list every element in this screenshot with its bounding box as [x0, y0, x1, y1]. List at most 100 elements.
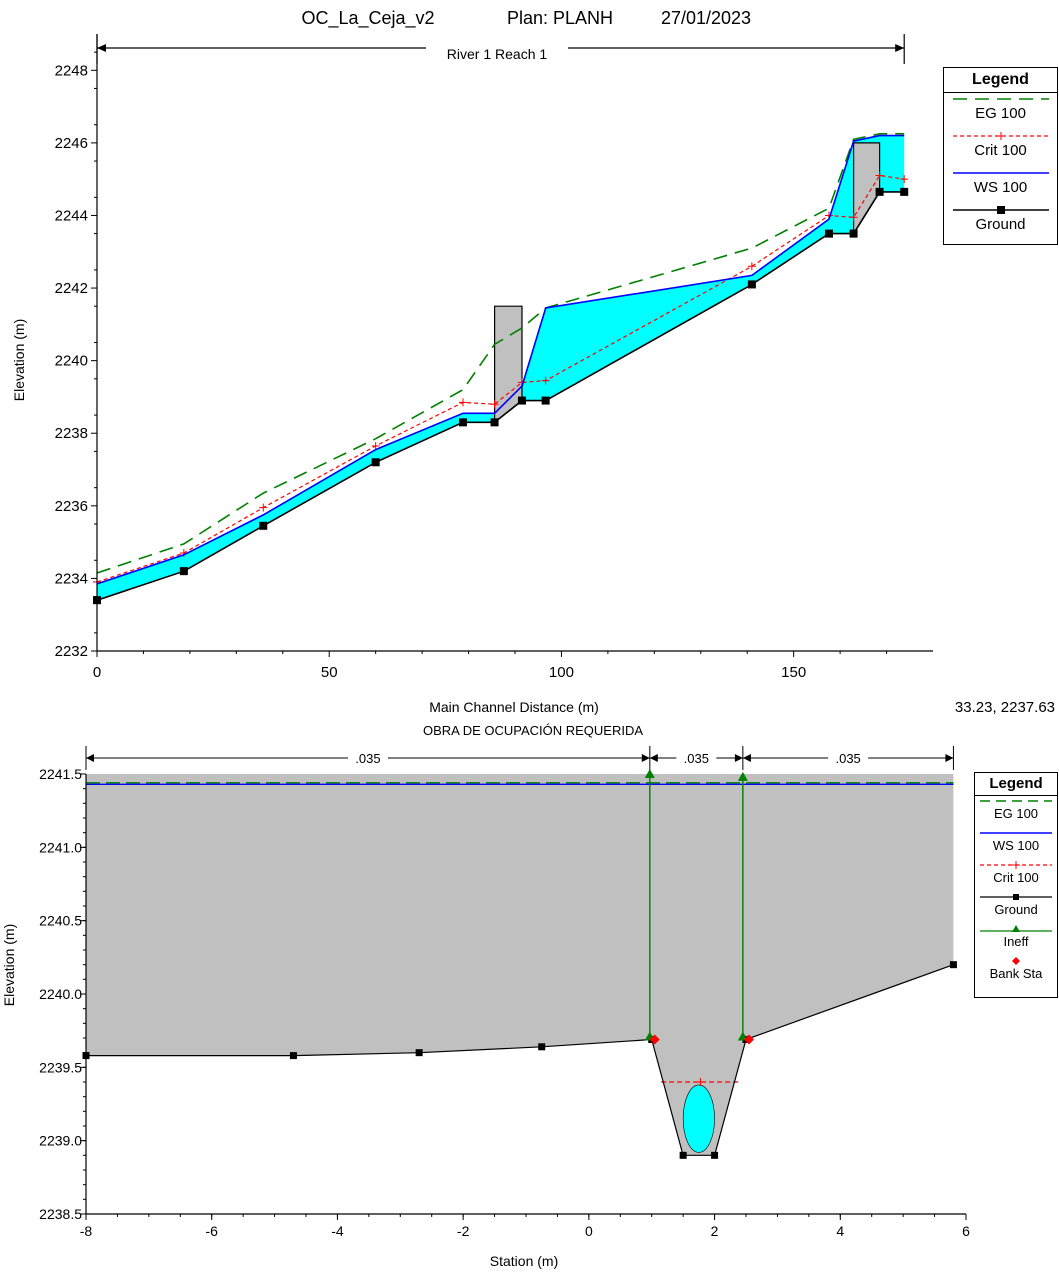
profile-y-tick-label: 2238: [55, 425, 88, 442]
xs-n-arrow-left: [649, 754, 658, 762]
profile-y-tick-label: 2242: [55, 280, 88, 297]
xs-x-tick-label: 2: [711, 1223, 719, 1239]
xs-structure-fill: [86, 774, 954, 1156]
profile-ground-point: [875, 187, 884, 196]
xs-ground-point: [949, 961, 957, 969]
profile-ground-point: [541, 396, 550, 405]
profile-x-axis-label: Main Channel Distance (m): [429, 699, 599, 715]
profile-crit-point: [490, 400, 499, 409]
profile-crit-point: [458, 398, 467, 407]
xs-legend-label-ws: WS 100: [992, 838, 1040, 853]
xs-legend-title: Legend: [975, 773, 1057, 796]
profile-structure-1: [494, 305, 523, 424]
profile-chart: OC_La_Ceja_v2 Plan: PLANH 27/01/2023 223…: [11, 8, 1055, 716]
xs-y-tick-label: 2238.5: [39, 1206, 82, 1222]
xs-x-tick-label: -6: [205, 1223, 218, 1239]
cursor-readout: 33.23, 2237.63: [955, 699, 1055, 716]
xs-ground-point: [711, 1151, 719, 1159]
xs-x-tick-label: 0: [585, 1223, 593, 1239]
profile-y-tick-label: 2248: [55, 62, 88, 79]
profile-x-tick-label: 50: [321, 664, 338, 681]
xs-culvert-water: [682, 1084, 715, 1153]
profile-y-tick-label: 2240: [55, 353, 88, 370]
profile-crit-point: [900, 175, 909, 184]
xs-n-value-label: .035: [835, 751, 860, 766]
xs-n-value-label: .035: [684, 751, 709, 766]
xs-legend-item-ineff: Ineff: [975, 924, 1057, 956]
profile-crit-point: [259, 503, 268, 512]
xs-ground-point: [538, 1043, 546, 1051]
xs-legend-swatch-crit: [980, 861, 1052, 869]
legend-swatch-crit: [952, 132, 1049, 140]
profile-x-tick-label: 0: [93, 664, 101, 681]
xs-legend-item-ws: WS 100: [975, 828, 1057, 860]
xs-n-arrow-right: [945, 754, 954, 762]
xs-y-tick-label: 2241.5: [39, 766, 82, 782]
profile-title-plan: Plan: PLANH: [507, 8, 613, 28]
xs-ground-point: [289, 1052, 297, 1060]
legend-item-ground: Ground: [944, 204, 1057, 241]
profile-y-tick-label: 2236: [55, 498, 88, 515]
reach-arrow-right: [895, 44, 905, 52]
xs-legend-item-ground: Ground: [975, 892, 1057, 924]
xs-x-tick-label: -2: [457, 1223, 470, 1239]
profile-legend-title: Legend: [944, 68, 1057, 93]
xs-bank-station: [744, 1034, 754, 1045]
legend-item-eg: EG 100: [944, 93, 1057, 130]
xs-y-tick-label: 2241.0: [39, 839, 82, 855]
xs-ground-point: [415, 1049, 423, 1057]
profile-crit-point: [747, 262, 756, 271]
xs-legend-swatch-ineff: [980, 925, 1052, 932]
legend-item-crit: Crit 100: [944, 130, 1057, 167]
profile-y-tick-label: 2244: [55, 207, 88, 224]
xs-x-axis-label: Station (m): [490, 1253, 558, 1269]
xs-bank-station: [649, 1034, 660, 1045]
profile-ground-point: [490, 418, 499, 427]
xs-legend-label-eg: EG 100: [993, 806, 1039, 821]
xs-y-tick-label: 2239.5: [39, 1059, 82, 1075]
cross-section-chart: OBRA DE OCUPACIÓN REQUERIDA .035 .035 .035…: [1, 723, 970, 1269]
xs-n-value-label: .035: [355, 751, 380, 766]
legend-label-ws: WS 100: [973, 179, 1028, 196]
profile-reach-label: River 1 Reach 1: [447, 46, 548, 62]
profile-y-tick-label: 2232: [55, 643, 88, 660]
profile-line-ws: [96, 134, 905, 585]
xs-y-tick-label: 2239.0: [39, 1133, 82, 1149]
profile-title-project: OC_La_Ceja_v2: [301, 8, 434, 29]
xs-title: OBRA DE OCUPACIÓN REQUERIDA: [423, 723, 643, 738]
xs-legend-swatch-ws: [980, 832, 1052, 834]
xs-legend-label-bank: Bank Sta: [989, 966, 1043, 981]
xs-n-arrow-right: [641, 754, 650, 762]
profile-plot-area: 2232 2234 2236 2238 2240 2242 2244 2246 2248 0 50 1…: [55, 34, 933, 681]
xs-legend-swatch-bank: [1012, 957, 1020, 965]
profile-ground-point: [371, 458, 380, 467]
profile-ground-point: [179, 567, 188, 576]
xs-legend-item-crit: Crit 100: [975, 860, 1057, 892]
xs-legend-item-bank: Bank Sta: [975, 956, 1057, 988]
profile-title-date: 27/01/2023: [661, 8, 751, 28]
xs-n-arrow-left: [742, 754, 751, 762]
legend-item-ws: WS 100: [944, 167, 1057, 204]
xs-legend-swatch-eg: [980, 800, 1052, 802]
xs-x-tick-label: -8: [80, 1223, 93, 1239]
profile-line-eg: [96, 133, 905, 574]
xs-legend-item-eg: EG 100: [975, 796, 1057, 828]
xs-y-axis-label: Elevation (m): [1, 924, 17, 1006]
xs-y-tick-label: 2240.0: [39, 986, 82, 1002]
xs-x-tick-label: 4: [836, 1223, 844, 1239]
profile-ground-point: [900, 187, 909, 196]
profile-legend: Legend EG 100 Crit 100 WS 100 Ground: [943, 67, 1058, 245]
legend-label-ground: Ground: [975, 216, 1026, 233]
legend-swatch-ws: [952, 172, 1049, 174]
xs-ground-point: [679, 1151, 687, 1159]
xs-n-arrow-right: [734, 754, 743, 762]
xs-legend-label-ground: Ground: [994, 902, 1038, 917]
xs-y-tick-label: 2240.5: [39, 913, 82, 929]
profile-x-tick-label: 150: [781, 664, 806, 681]
profile-x-tick-label: 100: [549, 664, 574, 681]
xs-n-arrow-left: [86, 754, 94, 762]
profile-crit-point: [875, 171, 884, 180]
xs-legend: Legend EG 100 WS 100 Crit 100 Ground Ine…: [974, 772, 1058, 998]
legend-swatch-ground: [952, 206, 1049, 214]
